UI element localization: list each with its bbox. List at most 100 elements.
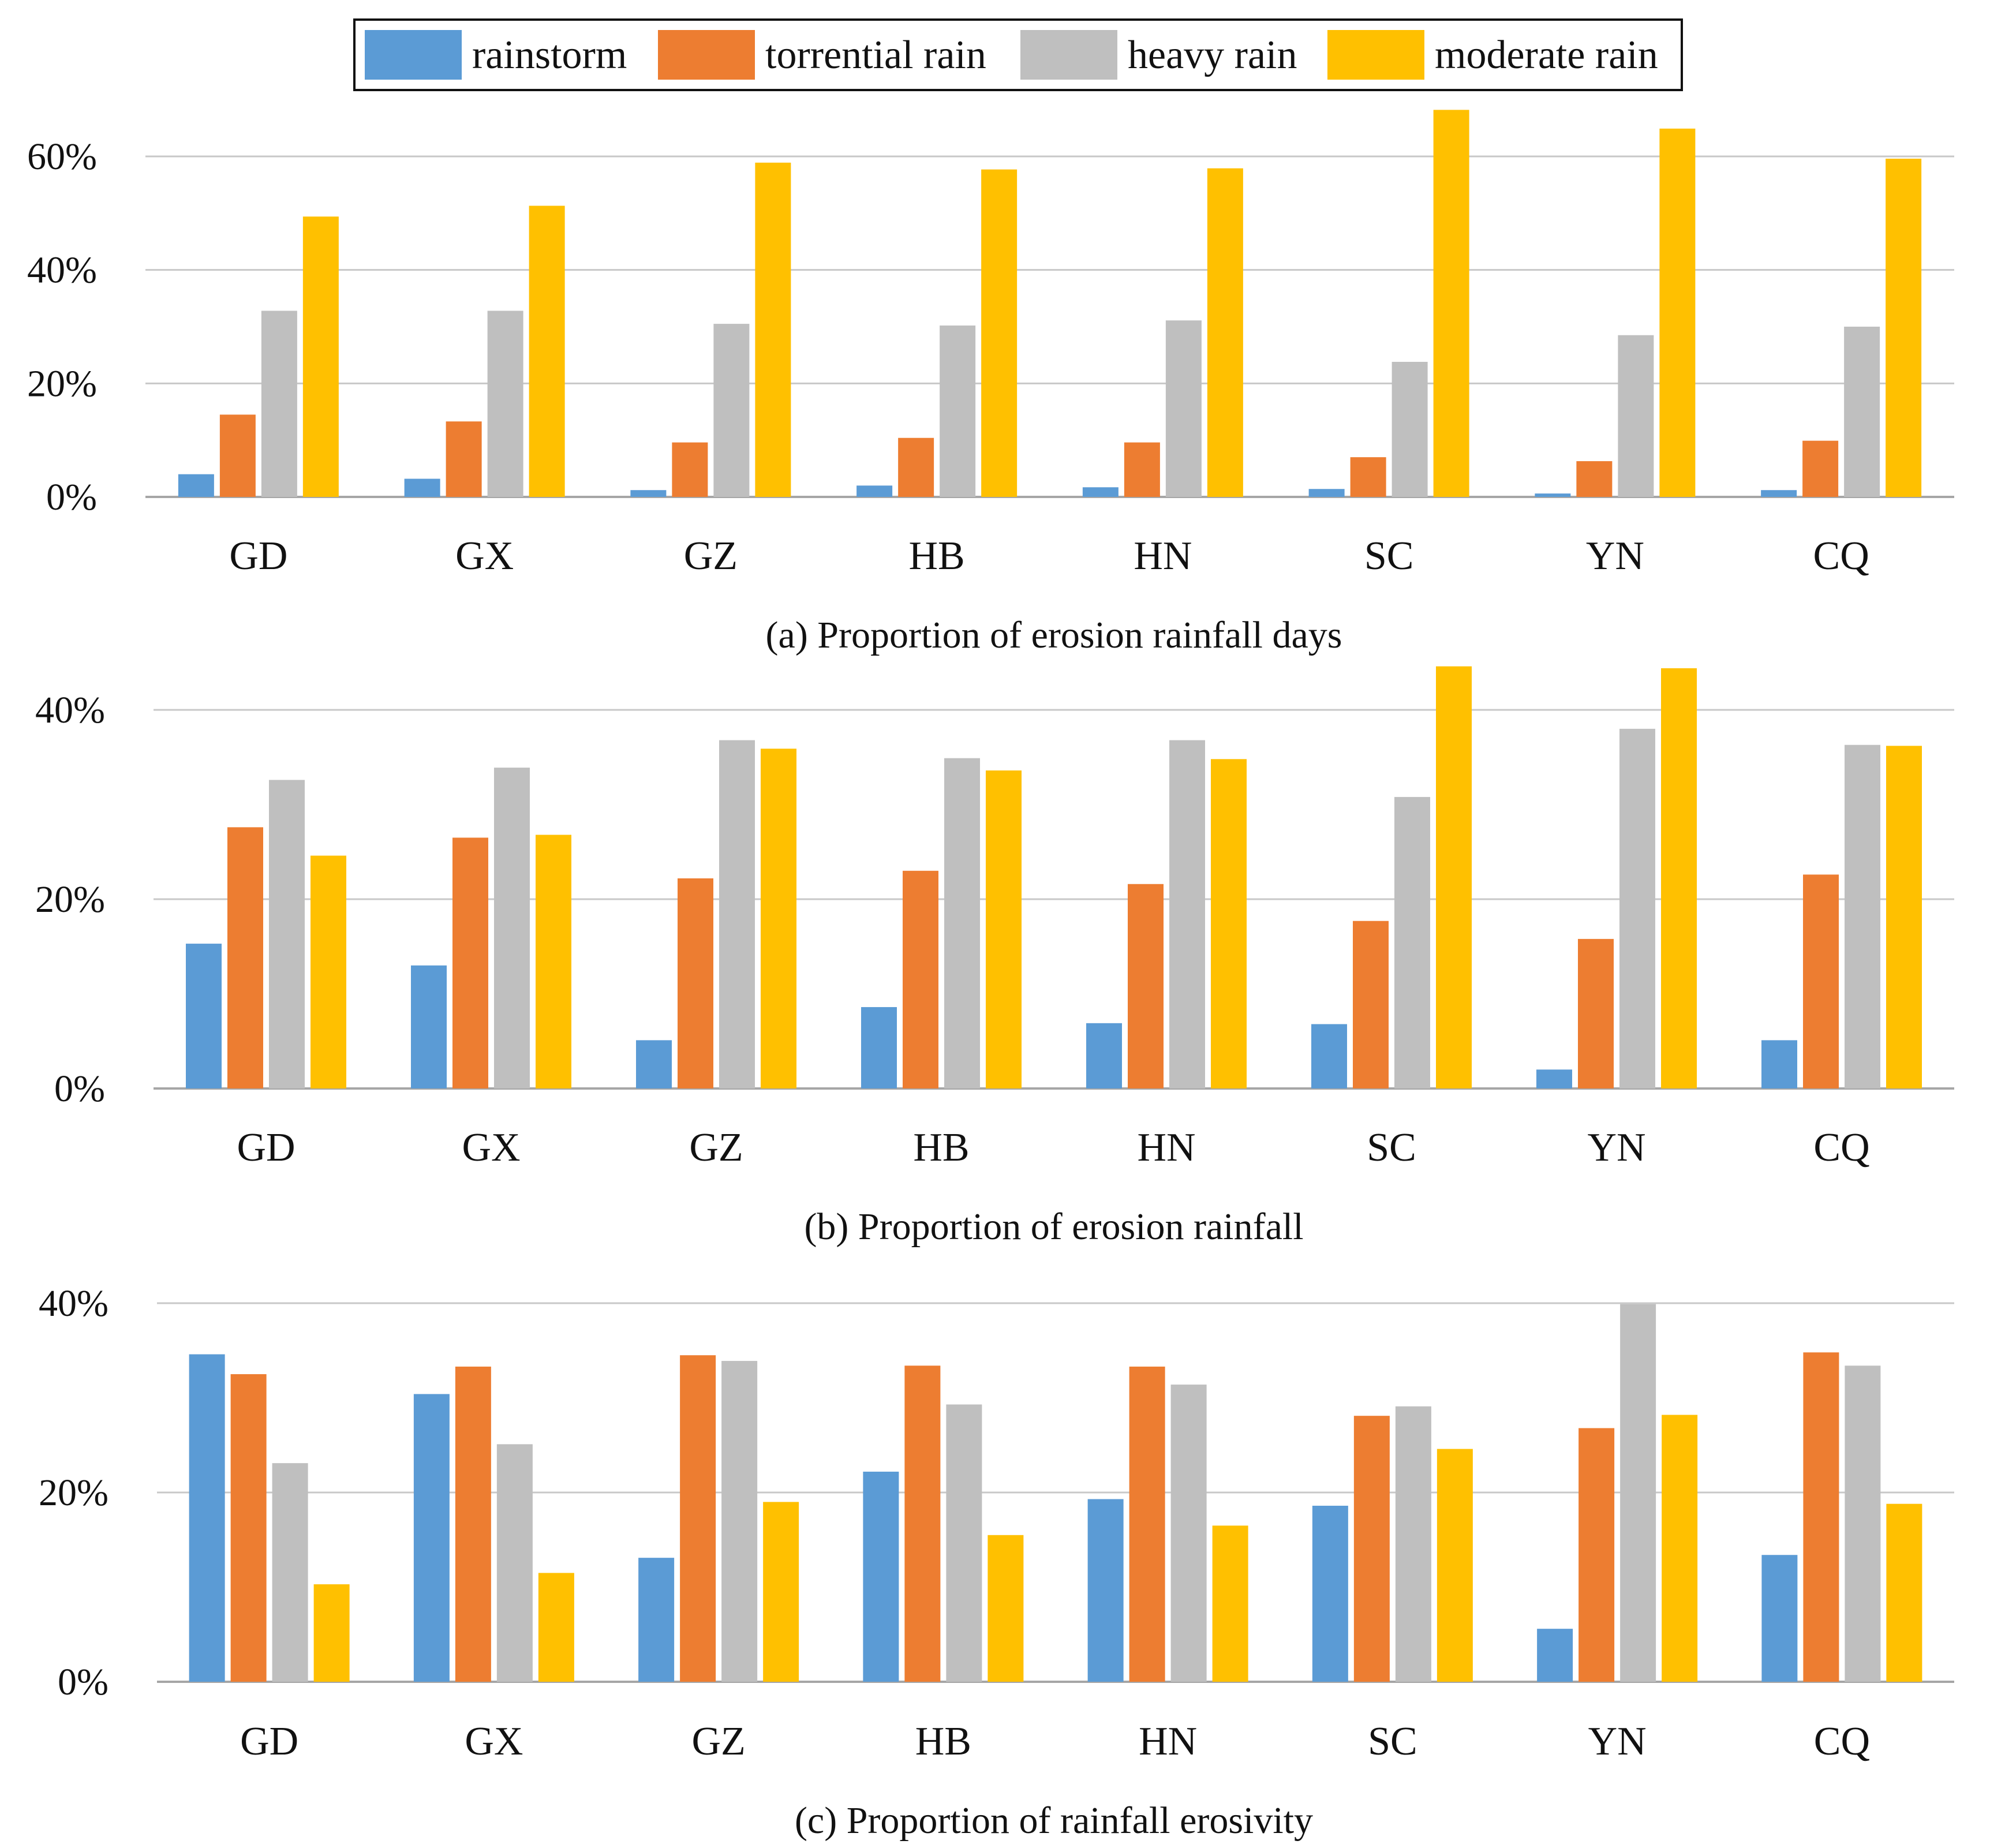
bar-rainstorm-cq bbox=[1761, 1040, 1797, 1088]
legend-swatch-torrential-rain bbox=[658, 30, 755, 80]
bar-torrential-rain-gz bbox=[672, 442, 708, 497]
bar-rainstorm-cq bbox=[1761, 1555, 1798, 1682]
bar-moderate-rain-hb bbox=[986, 770, 1022, 1088]
bar-moderate-rain-hn bbox=[1212, 1525, 1248, 1682]
bar-heavy-rain-yn bbox=[1619, 728, 1655, 1088]
bar-moderate-rain-cq bbox=[1886, 158, 1922, 497]
x-category-label: HB bbox=[913, 1125, 969, 1170]
bar-moderate-rain-sc bbox=[1436, 666, 1472, 1088]
x-category-label: YN bbox=[1587, 1125, 1645, 1170]
bar-heavy-rain-gz bbox=[713, 324, 750, 497]
bar-rainstorm-sc bbox=[1308, 489, 1345, 497]
y-tick-label: 0% bbox=[54, 1068, 105, 1110]
bar-rainstorm-sc bbox=[1311, 1024, 1347, 1088]
bar-rainstorm-gz bbox=[630, 490, 667, 497]
bar-rainstorm-hn bbox=[1086, 1023, 1122, 1088]
bar-torrential-rain-gx bbox=[455, 1366, 491, 1682]
x-category-label: GD bbox=[237, 1125, 295, 1170]
bar-torrential-rain-gd bbox=[227, 827, 263, 1088]
y-tick-label: 20% bbox=[39, 1472, 109, 1514]
bar-torrential-rain-yn bbox=[1576, 461, 1613, 497]
bar-torrential-rain-cq bbox=[1803, 1352, 1839, 1682]
bar-moderate-rain-hn bbox=[1207, 168, 1243, 497]
bar-torrential-rain-hb bbox=[898, 437, 934, 497]
x-category-label: CQ bbox=[1813, 534, 1869, 578]
bar-heavy-rain-cq bbox=[1845, 1366, 1881, 1682]
x-category-label: HN bbox=[1137, 1125, 1195, 1170]
chart-caption: (a) Proportion of erosion rainfall days bbox=[766, 614, 1342, 656]
bar-rainstorm-yn bbox=[1537, 1629, 1573, 1682]
bar-rainstorm-sc bbox=[1312, 1505, 1348, 1682]
bar-torrential-rain-sc bbox=[1353, 1416, 1390, 1682]
legend-swatch-moderate-rain bbox=[1327, 30, 1424, 80]
bar-heavy-rain-gd bbox=[261, 311, 297, 497]
bar-rainstorm-hn bbox=[1082, 487, 1119, 497]
bar-torrential-rain-hb bbox=[903, 870, 938, 1088]
y-tick-label: 60% bbox=[27, 136, 97, 178]
bar-heavy-rain-yn bbox=[1620, 1304, 1656, 1682]
y-tick-label: 40% bbox=[35, 689, 105, 731]
x-category-label: SC bbox=[1368, 1719, 1417, 1764]
bar-moderate-rain-yn bbox=[1662, 1415, 1698, 1682]
bar-rainstorm-hb bbox=[856, 485, 893, 497]
legend-frame bbox=[353, 18, 1683, 91]
bar-heavy-rain-yn bbox=[1618, 335, 1654, 497]
bar-rainstorm-gx bbox=[411, 965, 447, 1088]
legend-label-rainstorm: rainstorm bbox=[472, 33, 627, 77]
x-category-label: GZ bbox=[691, 1719, 745, 1764]
bar-torrential-rain-cq bbox=[1803, 874, 1839, 1088]
legend: rainstorm torrential rain heavy rain mod… bbox=[353, 18, 1683, 91]
bar-heavy-rain-hn bbox=[1165, 320, 1202, 497]
bar-heavy-rain-hb bbox=[944, 758, 980, 1088]
x-category-label: GX bbox=[465, 1719, 523, 1764]
bar-moderate-rain-sc bbox=[1437, 1449, 1473, 1682]
legend-label-moderate-rain: moderate rain bbox=[1435, 33, 1658, 77]
bar-torrential-rain-gx bbox=[446, 421, 482, 497]
bar-rainstorm-hb bbox=[861, 1007, 897, 1088]
bar-rainstorm-gd bbox=[186, 944, 222, 1088]
chart-caption: (b) Proportion of erosion rainfall bbox=[804, 1206, 1303, 1248]
bar-heavy-rain-sc bbox=[1391, 361, 1428, 497]
bar-heavy-rain-gx bbox=[496, 1444, 533, 1682]
y-tick-label: 20% bbox=[35, 878, 105, 921]
bar-heavy-rain-cq bbox=[1845, 745, 1880, 1088]
bar-rainstorm-yn bbox=[1536, 1069, 1572, 1088]
x-category-label: SC bbox=[1364, 534, 1414, 578]
x-category-label: HN bbox=[1139, 1719, 1197, 1764]
x-category-label: GD bbox=[240, 1719, 298, 1764]
bar-moderate-rain-yn bbox=[1659, 128, 1696, 497]
bar-rainstorm-hn bbox=[1087, 1499, 1124, 1682]
bar-torrential-rain-hn bbox=[1129, 1366, 1165, 1682]
bar-torrential-rain-gx bbox=[452, 837, 488, 1088]
bar-moderate-rain-hb bbox=[981, 169, 1018, 497]
bar-heavy-rain-gx bbox=[487, 311, 523, 497]
x-category-label: HN bbox=[1134, 534, 1192, 578]
bar-moderate-rain-gx bbox=[529, 205, 565, 497]
x-category-label: GZ bbox=[684, 534, 738, 578]
x-category-label: GD bbox=[229, 534, 287, 578]
bar-rainstorm-gx bbox=[404, 478, 440, 497]
bar-moderate-rain-cq bbox=[1886, 1503, 1922, 1682]
x-category-label: YN bbox=[1586, 534, 1644, 578]
x-category-label: HB bbox=[909, 534, 965, 578]
bar-moderate-rain-gd bbox=[302, 216, 339, 497]
y-tick-label: 0% bbox=[58, 1661, 109, 1703]
bar-torrential-rain-yn bbox=[1578, 1428, 1615, 1682]
bar-heavy-rain-gx bbox=[494, 768, 530, 1088]
bar-moderate-rain-gd bbox=[313, 1584, 350, 1682]
bar-heavy-rain-gz bbox=[721, 1361, 758, 1682]
x-category-label: GZ bbox=[689, 1125, 743, 1170]
bar-moderate-rain-yn bbox=[1661, 668, 1697, 1088]
chart-panel-a: 0% 20% 40% 60% GD GX GZ HB HN SC YN CQ (a) Proportio… bbox=[27, 110, 1954, 656]
bar-heavy-rain-hb bbox=[946, 1404, 982, 1682]
bar-heavy-rain-hn bbox=[1169, 740, 1205, 1088]
bar-torrential-rain-gd bbox=[219, 414, 256, 497]
bar-rainstorm-gx bbox=[413, 1394, 450, 1682]
bar-heavy-rain-gd bbox=[269, 780, 305, 1088]
bar-torrential-rain-gz bbox=[678, 878, 713, 1088]
bar-rainstorm-gz bbox=[638, 1558, 675, 1682]
bar-torrential-rain-sc bbox=[1353, 921, 1389, 1088]
bar-torrential-rain-hn bbox=[1128, 884, 1164, 1088]
chart-caption: (c) Proportion of rainfall erosivity bbox=[795, 1800, 1313, 1842]
